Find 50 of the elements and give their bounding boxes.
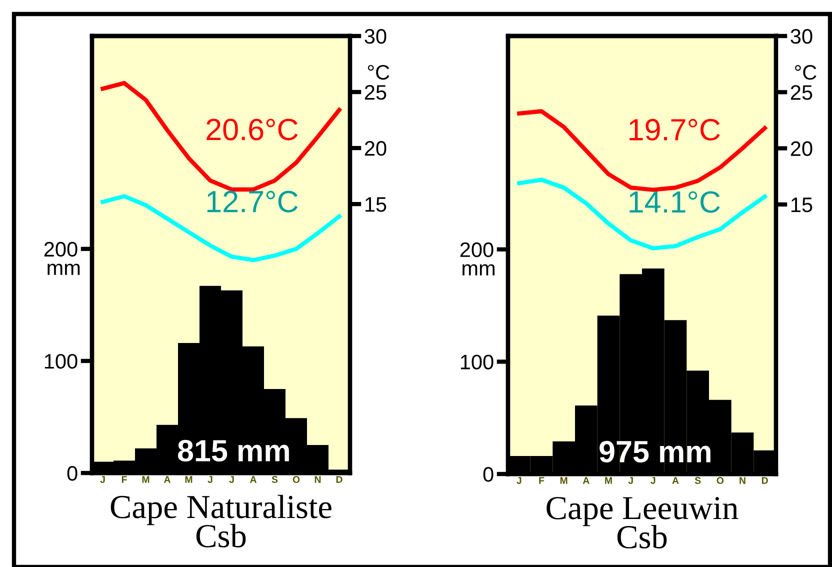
x-tick-label: J [208, 476, 212, 483]
x-tick-label: A [250, 476, 257, 483]
x-tick-label: N [740, 477, 746, 484]
y-tick-label: 200 [44, 242, 78, 257]
x-tick-label: S [272, 476, 278, 483]
x-tick-label: A [672, 477, 679, 484]
y-tick-label: 0 [67, 466, 78, 481]
x-tick-label: O [716, 477, 724, 484]
y2-tick-label: 25 [364, 85, 386, 100]
y2-tick-label: 15 [365, 197, 386, 212]
annotation: 20.6°C [206, 118, 298, 140]
x-tick-label: F [539, 477, 544, 484]
x-tick-label: A [164, 476, 171, 483]
x-tick-label: N [314, 476, 321, 483]
y2-tick-label: 25 [790, 85, 812, 100]
y2-tick-label: 30 [364, 29, 386, 44]
annotation: 975 mm [600, 440, 710, 462]
y-tick-label: 100 [44, 354, 78, 369]
x-tick-label: M [142, 476, 150, 483]
y-tick-label: 100 [460, 354, 494, 370]
x-tick-label: J [229, 476, 234, 483]
x-tick-label: D [762, 477, 768, 484]
y2-tick-label: 15 [791, 198, 812, 212]
annotation: 815 mm [178, 440, 289, 462]
x-tick-label: D [336, 476, 342, 483]
y2-tick-label: 20 [790, 141, 812, 156]
text: Cape Leeuwin Csb [546, 496, 738, 548]
x-tick-label: A [582, 477, 590, 484]
x-tick-label: F [122, 476, 127, 483]
y2-axis-title: °C [368, 64, 390, 80]
annotation: 12.7°C [207, 190, 298, 212]
y2-axis-title: °C [795, 65, 816, 80]
y-tick-label: 200 [460, 242, 494, 258]
x-tick-label: J [100, 476, 105, 483]
y-axis-title: mm [462, 264, 494, 276]
y-tick-label: 0 [483, 467, 494, 482]
x-tick-label: J [650, 477, 656, 484]
text: Cape Naturaliste Csb [110, 494, 332, 548]
x-tick-label: M [560, 477, 568, 484]
x-tick-label: O [292, 476, 300, 483]
annotation: 19.7°C [630, 118, 720, 141]
annotation: 14.1°C [630, 191, 720, 213]
y2-tick-label: 30 [790, 29, 812, 44]
x-tick-label: S [694, 477, 701, 484]
x-tick-label: J [628, 477, 633, 484]
y-axis-title: mm [48, 264, 80, 275]
y2-tick-label: 20 [364, 141, 386, 156]
x-tick-label: J [516, 477, 522, 484]
x-tick-label: M [185, 476, 192, 483]
x-tick-label: M [605, 477, 612, 484]
